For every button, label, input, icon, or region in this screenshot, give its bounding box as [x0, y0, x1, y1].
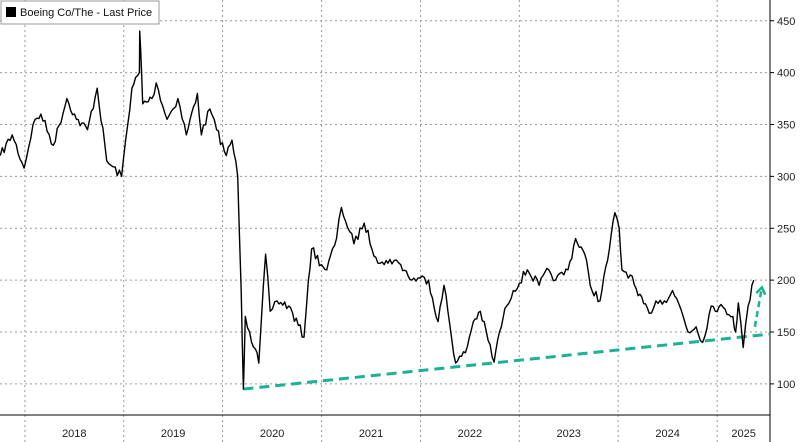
legend: Boeing Co/The - Last Price	[0, 0, 160, 25]
y-tick-label: 250	[777, 223, 795, 235]
y-tick-label: 150	[777, 327, 795, 339]
uptrend-arrow-head	[755, 285, 767, 296]
y-tick-label: 300	[777, 171, 795, 183]
x-tick-label: 2018	[62, 428, 86, 440]
y-tick-label: 400	[777, 68, 795, 80]
y-axis-ticks: 100 150 200 250 300 350 400 450	[770, 16, 795, 391]
x-tick-label: 2022	[458, 428, 482, 440]
y-tick-label: 350	[777, 120, 795, 132]
uptrend-arrow-shaft	[753, 287, 764, 328]
x-tick-label: 2020	[260, 428, 284, 440]
y-tick-label: 100	[777, 379, 795, 391]
y-tick-label: 200	[777, 275, 795, 287]
legend-label: Boeing Co/The - Last Price	[20, 7, 152, 19]
x-tick-label: 2021	[359, 428, 383, 440]
x-tick-label: 2024	[655, 428, 679, 440]
series-line-boeing	[0, 30, 755, 390]
legend-swatch	[6, 7, 16, 17]
y-tick-label: 450	[777, 16, 795, 28]
x-tick-label: 2025	[731, 428, 755, 440]
support-trendline	[243, 332, 771, 391]
legend-box	[0, 0, 160, 25]
grid-lines	[0, 0, 770, 442]
x-tick-label: 2019	[161, 428, 185, 440]
x-tick-label: 2023	[556, 428, 580, 440]
x-axis-ticks: 2018 2019 2020 2021 2022 2023 2024 2025	[62, 428, 756, 440]
